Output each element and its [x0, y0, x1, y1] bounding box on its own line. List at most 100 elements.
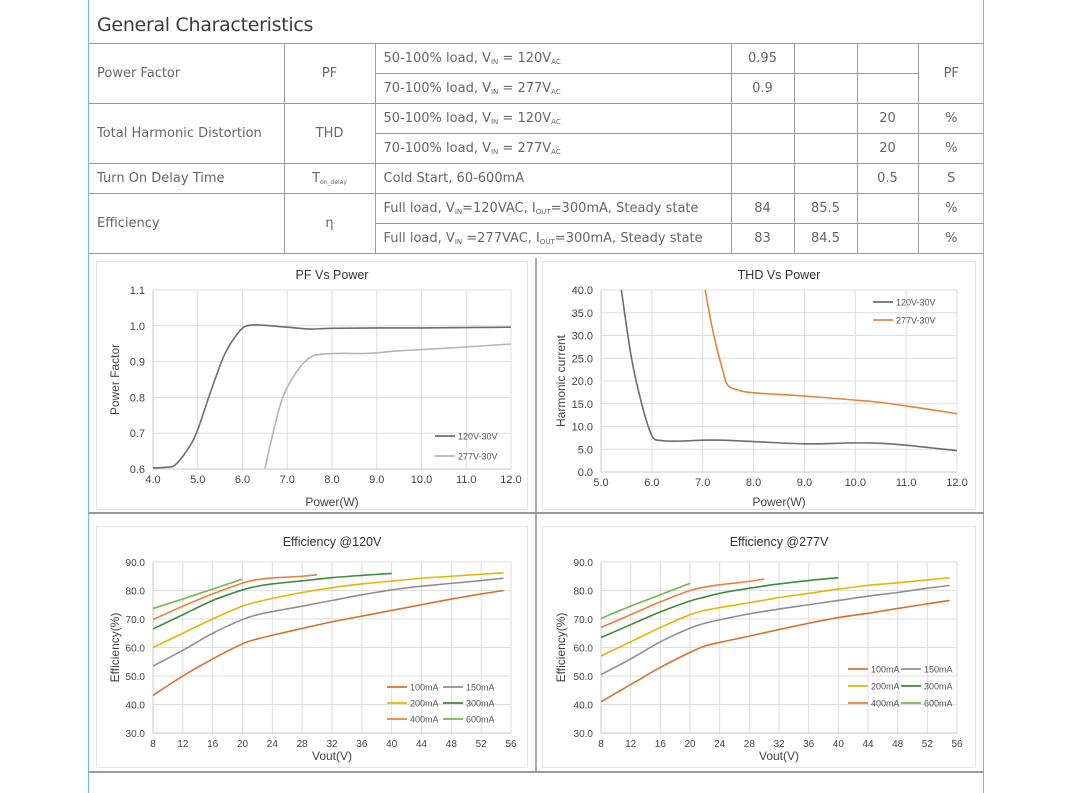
min-cell: 83: [730, 223, 795, 254]
param-cell: Power Factor: [89, 43, 285, 104]
condition-cell: 50-100% load, VIN = 120VAC: [374, 43, 732, 74]
x-tick-label: 16: [655, 739, 667, 750]
series-line-600ma: [153, 578, 243, 610]
x-tick-label: 56: [951, 739, 963, 750]
legend-label: 300mA: [924, 682, 953, 692]
unit-cell: %: [917, 103, 984, 134]
legend-label: 150mA: [466, 683, 495, 693]
typ-cell: [793, 73, 858, 104]
min-cell: 0.95: [730, 43, 795, 74]
section-title: General Characteristics: [97, 14, 314, 36]
x-tick-label: 32: [773, 739, 785, 750]
legend-label: 400mA: [410, 715, 439, 725]
y-tick-label: 10.0: [572, 422, 593, 434]
series-line-300ma: [601, 576, 839, 639]
x-tick-label: 20: [237, 739, 249, 750]
min-cell: [730, 133, 795, 164]
y-tick-label: 0.9: [130, 357, 145, 369]
general-characteristics-table: Power Factor PF 50-100% load, VIN = 120V…: [89, 43, 984, 254]
y-tick-label: 1.1: [130, 285, 145, 297]
legend-label: 200mA: [410, 699, 439, 709]
x-tick-label: 5.0: [593, 477, 608, 489]
x-tick-label: 36: [356, 739, 368, 750]
chart-title: Efficiency @120V: [283, 535, 382, 549]
series-line-120v-30v: [153, 324, 511, 469]
x-tick-label: 4.0: [145, 474, 160, 486]
series-line-150ma: [153, 577, 504, 667]
y-tick-label: 30.0: [574, 729, 594, 740]
y-tick-label: 0.8: [130, 392, 145, 404]
table-row: Full load, VIN =277VAC, IOUT=300mA, Stea…: [89, 223, 984, 254]
series-line-300ma: [153, 572, 392, 630]
x-tick-label: 12.0: [946, 477, 967, 489]
condition-cell: 70-100% load, VIN = 277VAC: [375, 133, 732, 164]
max-cell: [856, 193, 919, 224]
typ-cell: 85.5: [793, 193, 858, 224]
x-tick-label: 12.0: [500, 474, 521, 486]
unit-cell: %: [917, 223, 984, 254]
series-line-277v-30v: [704, 290, 957, 415]
param-cell: Efficiency: [89, 193, 285, 254]
y-tick-label: 40.0: [126, 701, 146, 712]
x-tick-label: 24: [714, 739, 726, 750]
x-tick-label: 56: [505, 739, 517, 750]
typ-cell: [793, 103, 858, 134]
symbol-cell: PF: [283, 43, 376, 104]
chart-title: Efficiency @277V: [730, 535, 829, 549]
y-tick-label: 50.0: [574, 672, 594, 683]
max-cell: [856, 223, 919, 254]
min-cell: 0.9: [730, 73, 795, 104]
x-tick-label: 32: [326, 739, 338, 750]
legend-label: 100mA: [410, 683, 439, 693]
x-tick-label: 40: [386, 739, 398, 750]
y-tick-label: 30.0: [126, 729, 146, 740]
param-cell: Total Harmonic Distortion: [89, 103, 285, 164]
chart-thd-vs-power: 5.0 6.0 7.0 8.0 9.0 10.0 11.0 12.0 0.0 5.0 10.0 15.…: [542, 261, 976, 510]
table-row: Efficiency η Full load, VIN=120VAC, IOUT…: [89, 193, 984, 254]
min-cell: [730, 103, 795, 134]
chart-title: THD Vs Power: [738, 268, 821, 282]
table-row: Power Factor PF 50-100% load, VIN = 120V…: [89, 43, 984, 104]
series-line-120v-30v: [620, 290, 957, 452]
x-tick-label: 6.0: [235, 474, 250, 486]
max-cell: [856, 43, 919, 74]
x-tick-label: 7.0: [695, 477, 710, 489]
legend-label: 600mA: [924, 699, 953, 709]
page-frame: [88, 0, 984, 793]
legend-label: 400mA: [871, 699, 900, 709]
x-tick-label: 40: [833, 739, 845, 750]
x-tick-label: 52: [476, 739, 488, 750]
series-line-100ma: [153, 589, 504, 697]
chart-efficiency-277v: 8 12 16 20 24 28 32 36 40 44 48 52 56 30.0 40.0 50.0 60.…: [542, 526, 976, 768]
y-tick-label: 0.6: [130, 464, 145, 476]
y-tick-label: 0.7: [130, 428, 145, 440]
y-tick-label: 80.0: [126, 587, 146, 598]
y-tick-label: 50.0: [126, 672, 146, 683]
table-row: Total Harmonic Distortion THD 50-100% lo…: [89, 103, 984, 164]
y-tick-label: 5.0: [578, 444, 593, 456]
chart-title: PF Vs Power: [296, 268, 369, 282]
min-cell: [730, 163, 795, 194]
y-tick-label: 90.0: [126, 558, 146, 569]
x-tick-label: 12: [625, 739, 637, 750]
x-tick-label: 10.0: [411, 474, 432, 486]
chart-efficiency-120v: 8 12 16 20 24 28 32 36 40 44 48 52 56 30.0 40.0 50.0 60.…: [96, 526, 528, 768]
y-axis-label: Efficiency(%): [108, 613, 122, 683]
y-axis-label: Harmonic current: [554, 334, 568, 427]
y-tick-label: 25.0: [572, 353, 593, 365]
y-axis-label: Efficiency(%): [554, 613, 568, 683]
x-tick-label: 8.0: [324, 474, 339, 486]
x-tick-label: 11.0: [456, 474, 477, 486]
x-tick-label: 8: [598, 739, 604, 750]
y-tick-label: 70.0: [574, 615, 594, 626]
y-tick-label: 30.0: [572, 331, 593, 343]
x-tick-label: 9.0: [797, 477, 812, 489]
chart-pf-vs-power: 4.0 5.0 6.0 7.0 8.0 9.0 10.0 11.0 12.0 0.6 0.7 0.8 0…: [96, 261, 528, 510]
condition-cell: Full load, VIN=120VAC, IOUT=300mA, Stead…: [374, 193, 732, 224]
series-line-400ma: [601, 578, 765, 629]
y-tick-label: 80.0: [574, 587, 594, 598]
table-row: Turn On Delay Time Ton_delay Cold Start,…: [89, 163, 984, 194]
x-tick-label: 20: [684, 739, 696, 750]
condition-cell: Cold Start, 60-600mA: [374, 163, 732, 194]
series-line-200ma: [153, 572, 504, 649]
